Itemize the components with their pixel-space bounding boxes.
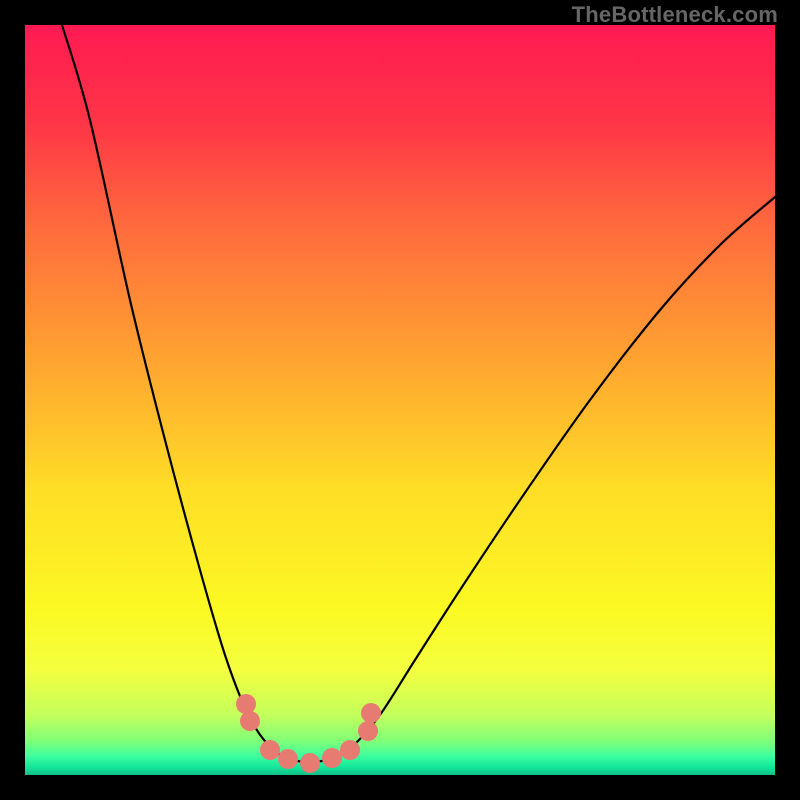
curve-marker [361,703,381,723]
curve-marker [236,694,256,714]
curve-marker [300,753,320,773]
gradient-area [25,25,775,775]
curve-marker [260,740,280,760]
chart-svg [0,0,800,800]
curve-marker [278,749,298,769]
chart-stage: TheBottleneck.com [0,0,800,800]
curve-marker [322,748,342,768]
curve-marker [358,721,378,741]
curve-marker [340,740,360,760]
curve-marker [240,711,260,731]
watermark-text: TheBottleneck.com [572,2,778,28]
